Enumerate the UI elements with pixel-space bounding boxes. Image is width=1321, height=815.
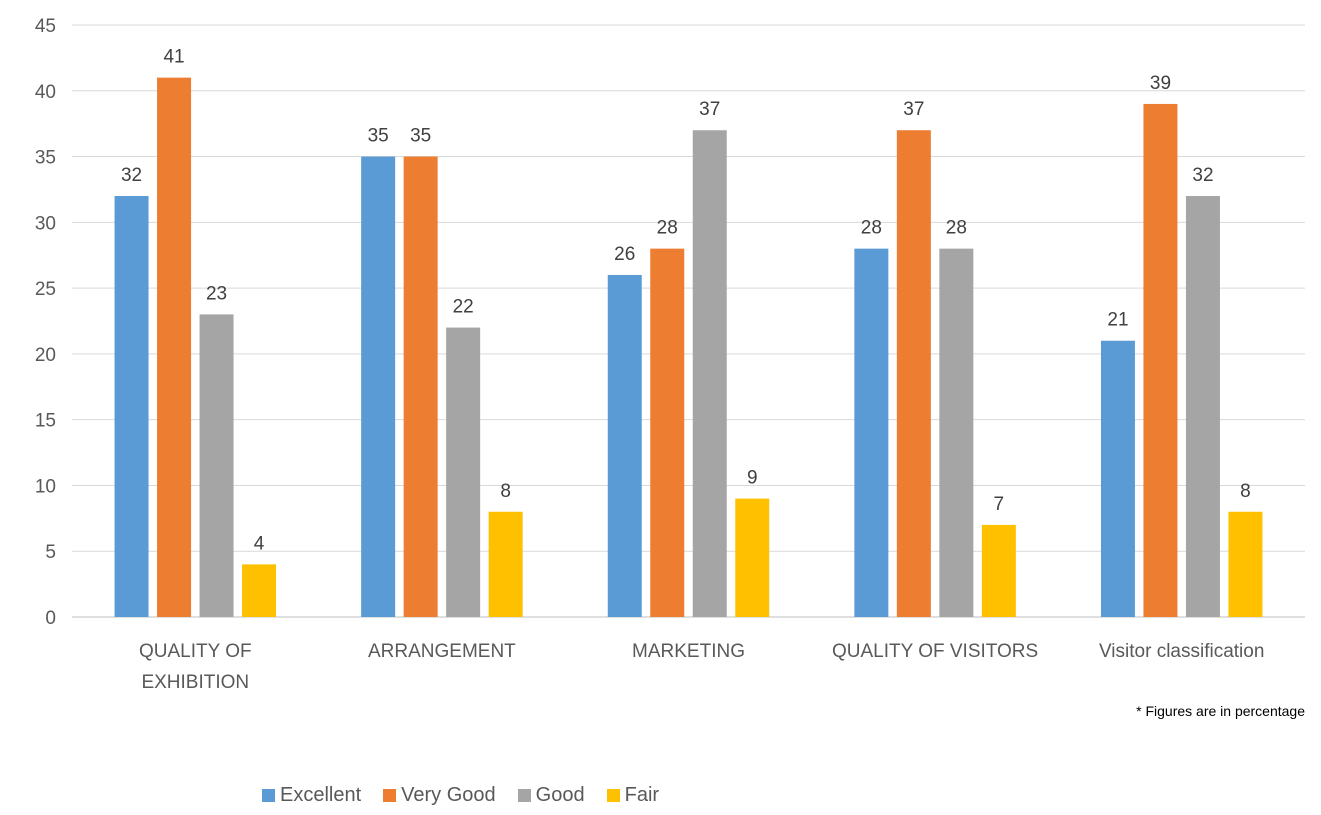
- legend-item-very-good: Very Good: [383, 784, 496, 807]
- data-label-excellent-arrangement: 35: [368, 126, 389, 147]
- y-tick-label-35: 35: [35, 148, 56, 169]
- data-label-good-visitor-classification: 32: [1192, 165, 1213, 186]
- data-label-excellent-quality-of-exhibition: 32: [121, 165, 142, 186]
- data-label-fair-quality-of-exhibition: 4: [254, 533, 265, 554]
- legend-label-good: Good: [535, 784, 585, 806]
- data-label-excellent-marketing: 26: [614, 244, 635, 265]
- y-tick-label-0: 0: [45, 608, 56, 629]
- bar-good-marketing: [692, 130, 727, 617]
- bar-excellent-quality-of-exhibition: [114, 196, 149, 617]
- bar-excellent-arrangement: [361, 156, 396, 618]
- x-tick-label-quality-of-exhibition-line-1: QUALITY OF: [139, 641, 252, 662]
- data-label-very-good-marketing: 28: [657, 218, 678, 239]
- bar-fair-arrangement: [488, 511, 523, 617]
- footnote: * Figures are in percentage: [1136, 703, 1305, 719]
- data-label-good-quality-of-exhibition: 23: [206, 283, 227, 304]
- y-tick-label-40: 40: [35, 82, 56, 103]
- data-label-fair-quality-of-visitors: 7: [994, 494, 1005, 515]
- y-tick-label-15: 15: [35, 411, 56, 432]
- legend-swatch-excellent: [262, 789, 275, 802]
- legend-swatch-good: [517, 789, 531, 802]
- legend-item-good: Good: [517, 784, 585, 807]
- data-label-very-good-quality-of-visitors: 37: [903, 99, 924, 120]
- x-tick-label-visitor-classification-line-1: Visitor classification: [1099, 641, 1264, 662]
- legend-swatch-fair: [606, 789, 620, 802]
- bar-excellent-quality-of-visitors: [854, 248, 889, 617]
- legend-label-very-good: Very Good: [401, 784, 496, 806]
- legend-swatch-very-good: [383, 789, 397, 802]
- bar-good-quality-of-exhibition: [199, 314, 234, 617]
- legend-item-excellent: Excellent: [262, 784, 361, 807]
- data-label-fair-marketing: 9: [747, 468, 758, 489]
- data-label-good-quality-of-visitors: 28: [946, 218, 967, 239]
- bar-excellent-visitor-classification: [1100, 340, 1135, 617]
- bar-excellent-marketing: [607, 274, 642, 617]
- data-label-good-arrangement: 22: [453, 297, 474, 318]
- x-tick-label-marketing-line-1: MARKETING: [632, 641, 745, 662]
- legend-label-excellent: Excellent: [280, 784, 362, 806]
- bar-very-good-arrangement: [403, 156, 438, 618]
- legend-item-fair: Fair: [606, 784, 660, 807]
- x-tick-label-arrangement-line-1: ARRANGEMENT: [368, 641, 516, 662]
- y-tick-label-20: 20: [35, 345, 56, 366]
- data-label-excellent-visitor-classification: 21: [1107, 310, 1128, 331]
- bar-very-good-quality-of-exhibition: [157, 77, 192, 618]
- bar-good-quality-of-visitors: [939, 248, 974, 617]
- data-label-very-good-quality-of-exhibition: 41: [163, 47, 184, 68]
- y-tick-label-45: 45: [35, 16, 56, 37]
- x-tick-label-quality-of-exhibition-line-2: EXHIBITION: [141, 672, 249, 693]
- bar-very-good-marketing: [650, 248, 685, 617]
- legend-label-fair: Fair: [624, 784, 660, 806]
- data-label-excellent-quality-of-visitors: 28: [861, 218, 882, 239]
- bar-fair-quality-of-exhibition: [242, 564, 277, 617]
- bar-very-good-quality-of-visitors: [896, 130, 931, 617]
- legend: Excellent Very Good Good Fair: [262, 784, 659, 807]
- x-tick-label-quality-of-visitors-line-1: QUALITY OF VISITORS: [832, 641, 1038, 662]
- data-label-good-marketing: 37: [699, 99, 720, 120]
- y-tick-label-10: 10: [35, 476, 56, 497]
- bar-good-visitor-classification: [1185, 196, 1220, 617]
- y-tick-label-5: 5: [45, 542, 56, 563]
- data-label-fair-arrangement: 8: [500, 481, 511, 502]
- data-label-fair-visitor-classification: 8: [1240, 481, 1251, 502]
- bar-very-good-visitor-classification: [1143, 103, 1178, 617]
- data-label-very-good-arrangement: 35: [410, 126, 431, 147]
- y-tick-label-25: 25: [35, 279, 56, 300]
- data-label-very-good-visitor-classification: 39: [1150, 73, 1171, 94]
- bar-good-arrangement: [446, 327, 481, 617]
- y-tick-label-30: 30: [35, 213, 56, 234]
- bar-fair-visitor-classification: [1228, 511, 1263, 617]
- bar-fair-quality-of-visitors: [981, 524, 1016, 617]
- bar-fair-marketing: [735, 498, 770, 617]
